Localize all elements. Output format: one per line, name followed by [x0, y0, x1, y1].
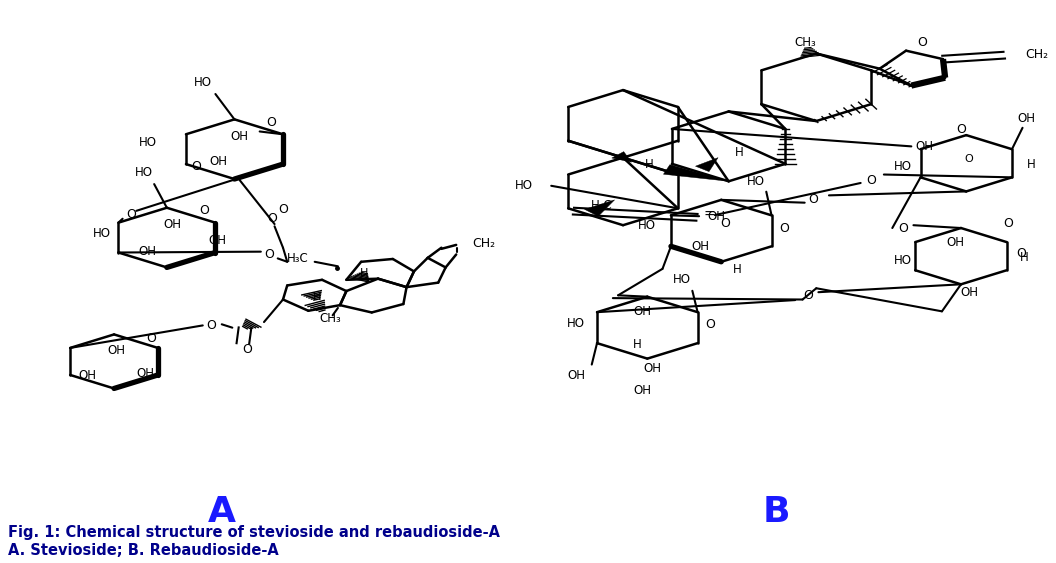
Text: O: O: [1017, 247, 1026, 260]
Text: O: O: [126, 208, 136, 221]
Text: HO: HO: [566, 316, 585, 330]
Text: HO: HO: [92, 226, 111, 240]
Text: H: H: [313, 292, 321, 302]
Text: OH: OH: [643, 361, 662, 375]
Text: H: H: [733, 262, 741, 276]
Text: O: O: [264, 248, 275, 261]
Text: HO: HO: [673, 273, 691, 286]
Text: A. Stevioside; B. Rebaudioside-A: A. Stevioside; B. Rebaudioside-A: [8, 543, 279, 558]
Text: O: O: [278, 203, 288, 216]
Text: O: O: [705, 318, 715, 332]
Text: OH: OH: [946, 235, 965, 249]
Text: O: O: [206, 319, 216, 332]
Text: B: B: [762, 495, 790, 529]
Text: OH: OH: [567, 369, 585, 382]
Text: OH: OH: [1018, 111, 1036, 125]
Text: OH: OH: [208, 234, 227, 247]
Text: OH: OH: [136, 367, 155, 381]
Text: A: A: [208, 495, 235, 529]
Text: HO: HO: [747, 175, 765, 188]
Text: Fig. 1: Chemical structure of stevioside and rebaudioside-A: Fig. 1: Chemical structure of stevioside…: [8, 525, 501, 539]
Text: HO: HO: [893, 159, 912, 173]
Text: OH: OH: [633, 305, 652, 319]
Text: O: O: [956, 123, 966, 136]
Text: OH: OH: [138, 245, 157, 258]
Polygon shape: [611, 151, 631, 162]
Text: O: O: [1003, 217, 1014, 230]
Text: OH: OH: [691, 240, 710, 253]
Text: H: H: [1027, 158, 1036, 171]
Text: O: O: [964, 154, 973, 164]
Text: H: H: [645, 158, 654, 171]
Text: H: H: [360, 268, 369, 278]
Text: OH: OH: [914, 140, 934, 153]
Text: O: O: [779, 221, 789, 235]
Text: HO: HO: [138, 136, 157, 149]
Text: OH: OH: [960, 286, 979, 300]
Text: HO: HO: [638, 218, 657, 232]
Text: CH₂: CH₂: [472, 236, 495, 250]
Text: O: O: [266, 116, 277, 129]
Text: H: H: [735, 145, 743, 159]
Text: O: O: [242, 342, 252, 356]
Text: OH: OH: [163, 218, 182, 231]
Text: OH: OH: [78, 369, 97, 382]
Polygon shape: [663, 165, 729, 181]
Text: =: =: [703, 208, 716, 222]
Text: O: O: [267, 212, 278, 225]
Text: O: O: [917, 35, 927, 49]
Text: OH: OH: [706, 210, 725, 224]
Polygon shape: [584, 200, 615, 216]
Text: OH: OH: [230, 129, 249, 143]
Text: O: O: [199, 204, 209, 217]
Text: HO: HO: [134, 166, 153, 180]
Text: CH₃: CH₃: [795, 35, 816, 49]
Text: H: H: [1020, 251, 1029, 264]
Polygon shape: [696, 158, 718, 172]
Text: O: O: [803, 289, 813, 302]
Text: H₃C: H₃C: [590, 199, 612, 212]
Text: H₃C: H₃C: [286, 252, 308, 266]
Text: HO: HO: [893, 254, 912, 267]
Text: O: O: [191, 160, 202, 173]
Text: O: O: [720, 217, 731, 230]
Text: OH: OH: [209, 155, 228, 168]
Text: OH: OH: [633, 384, 652, 397]
Text: HO: HO: [515, 179, 533, 193]
Text: O: O: [866, 173, 876, 187]
Text: O: O: [808, 193, 818, 207]
Text: CH₃: CH₃: [320, 311, 341, 325]
Text: O: O: [146, 332, 155, 345]
Text: CH₂: CH₂: [1025, 47, 1049, 61]
Text: HO: HO: [193, 76, 212, 90]
Text: H: H: [633, 338, 641, 351]
Text: OH: OH: [107, 343, 126, 357]
Text: O: O: [898, 221, 908, 235]
